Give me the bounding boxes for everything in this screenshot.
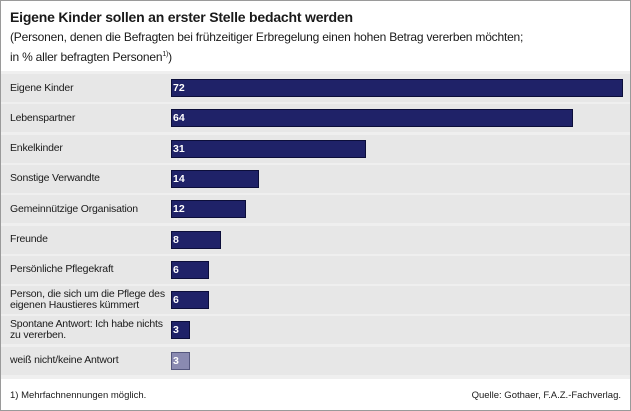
value-label: 14: [173, 172, 185, 185]
bar-row: Freunde 8: [1, 225, 630, 254]
category-label: Freunde: [10, 233, 48, 245]
category-label: Sonstige Verwandte: [10, 172, 100, 185]
category-label: weiß nicht/keine Antwort: [10, 354, 119, 367]
bar-row: Gemeinnützige Organisation 12: [1, 195, 630, 224]
bar: [171, 79, 623, 97]
category-label: Eigene Kinder: [10, 81, 74, 94]
bar-row: Persönliche Pflegekraft 6: [1, 255, 630, 284]
subtitle-footnote-mark: 1): [162, 51, 169, 58]
bar: [171, 169, 259, 188]
bar-row: Spontane Antwort: Ich habe nichts zu ver…: [1, 316, 630, 345]
category-label: Enkelkinder: [10, 142, 63, 155]
footnote: 1) Mehrfachnennungen möglich.: [10, 390, 147, 401]
value-label: 31: [173, 142, 185, 155]
category-label: Gemeinnützige Organisation: [10, 202, 138, 215]
value-label: 12: [173, 203, 185, 216]
value-label: 72: [173, 82, 185, 94]
category-label: Lebenspartner: [10, 111, 76, 124]
bar: [171, 351, 190, 370]
bar-row: Enkelkinder 31: [1, 134, 630, 163]
bar: [171, 291, 209, 310]
bar-row: Eigene Kinder 72: [1, 74, 630, 102]
bar-row: Person, die sich um die Pflege des eigen…: [1, 286, 630, 315]
category-label: Person, die sich um die Pflege des eigen…: [10, 288, 165, 312]
chart-footer: 1) Mehrfachnennungen möglich. Quelle: Go…: [1, 379, 630, 410]
bar: [171, 200, 247, 219]
bar-row: weiß nicht/keine Antwort 3: [1, 346, 630, 375]
bar: [171, 321, 190, 340]
subtitle-line-1: (Personen, denen die Befragten bei frühz…: [10, 30, 524, 44]
chart-subtitle: (Personen, denen die Befragten bei frühz…: [10, 29, 610, 66]
bar: [171, 260, 209, 279]
source-note: Quelle: Gothaer, F.A.Z.-Fachverlag.: [471, 390, 621, 401]
chart-header: Eigene Kinder sollen an erster Stelle be…: [1, 1, 630, 71]
value-label: 64: [173, 112, 185, 125]
bar: [171, 109, 573, 128]
value-label: 6: [173, 263, 179, 276]
bar-row: Sonstige Verwandte 14: [1, 164, 630, 193]
value-label: 3: [173, 354, 179, 367]
subtitle-line-2: in % aller befragten Personen: [10, 50, 163, 64]
value-label: 8: [173, 233, 179, 246]
category-label: Persönliche Pflegekraft: [10, 263, 114, 276]
bar-row: Lebenspartner 64: [1, 104, 630, 133]
category-label: Spontane Antwort: Ich habe nichts zu ver…: [10, 318, 163, 342]
subtitle-end: ): [168, 50, 172, 64]
bar: [171, 139, 366, 158]
chart-title: Eigene Kinder sollen an erster Stelle be…: [10, 9, 353, 25]
value-label: 3: [173, 324, 179, 337]
bar: [171, 230, 222, 249]
value-label: 6: [173, 294, 179, 307]
